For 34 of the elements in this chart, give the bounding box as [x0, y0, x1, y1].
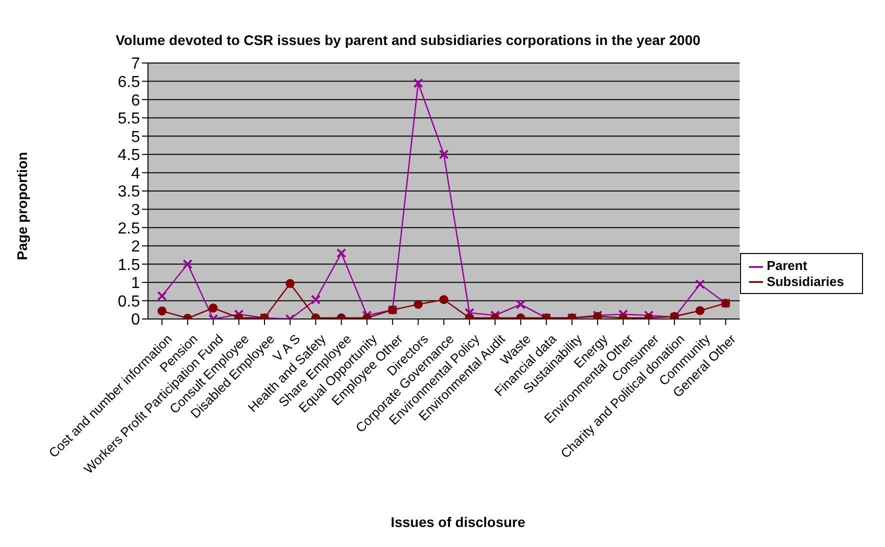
y-tick-label: 2.5	[118, 220, 140, 238]
y-tick-label: 5.5	[118, 110, 140, 128]
point	[439, 295, 448, 304]
point	[183, 260, 192, 269]
point	[157, 291, 167, 301]
y-tick-label: 1.5	[118, 256, 140, 274]
point	[696, 306, 705, 316]
y-tick-label: 6.5	[118, 74, 140, 91]
y-tick-label: 0	[131, 312, 140, 329]
y-tick-label: 5	[131, 128, 140, 146]
y-tick-label: 4.5	[118, 147, 140, 164]
y-tick-label: 6	[131, 92, 140, 110]
y-tick-label: 3	[131, 202, 140, 219]
y-axis-title: Page proportion	[14, 150, 30, 262]
y-tick-label: 2	[131, 238, 140, 256]
y-tick-label: 1	[131, 275, 140, 292]
point	[208, 304, 218, 313]
y-tick-label: 4	[131, 165, 140, 182]
y-tick-label: 7	[131, 56, 140, 73]
point	[414, 300, 423, 309]
point	[414, 78, 423, 88]
legend-label: Subsidiaries	[766, 274, 844, 288]
point	[311, 295, 320, 304]
point	[158, 306, 166, 316]
point	[439, 150, 448, 160]
y-tick-label: 0.5	[118, 293, 140, 310]
legend-label: Parent	[766, 258, 808, 273]
point	[516, 300, 526, 309]
chart-title: Volume devoted to CSR issues by parent and subsidiaries corporations in the year 2000	[114, 32, 702, 48]
x-axis-title: Issues of disclosure	[390, 514, 526, 530]
point	[695, 280, 705, 289]
y-tick-label: 3.5	[118, 184, 140, 201]
point	[336, 248, 346, 258]
point	[286, 279, 295, 288]
